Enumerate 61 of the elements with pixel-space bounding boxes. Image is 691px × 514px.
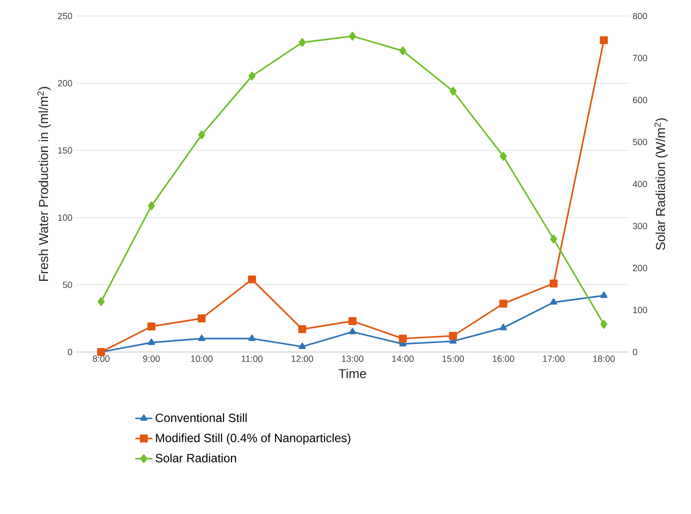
y2-tick-label: 500 <box>632 138 648 146</box>
y-tick-label: 0 <box>68 348 72 356</box>
point <box>449 332 458 340</box>
point <box>98 297 105 306</box>
point <box>500 152 507 161</box>
point <box>600 36 608 44</box>
y2-axis-title: Solar Radiation (W/m$^{2}$) <box>654 118 668 250</box>
legend-label: Conventional Still <box>156 413 247 422</box>
x-tick-label: 17:00 <box>543 356 564 362</box>
y-tick-label: 100 <box>58 214 72 221</box>
y2-tick-label: 0 <box>632 348 638 356</box>
point <box>550 234 558 244</box>
point <box>500 324 507 330</box>
point <box>148 201 155 210</box>
y-tick-label: 200 <box>58 80 72 86</box>
point <box>198 334 206 341</box>
x-tick-label: 12:00 <box>292 356 314 362</box>
x-tick-label: 10:00 <box>191 356 213 362</box>
y-tick-label: 150 <box>58 147 72 154</box>
point <box>198 314 206 322</box>
point <box>499 300 508 308</box>
y-tick-label: 250 <box>58 12 72 20</box>
x-tick-label: 9:00 <box>143 356 160 362</box>
point <box>298 325 306 334</box>
point <box>248 334 256 341</box>
point <box>398 334 407 343</box>
point <box>349 32 356 41</box>
x-tick-label: 13:00 <box>342 356 364 362</box>
y2-tick-label: 200 <box>632 264 648 272</box>
legend-label: Solar Radiation <box>156 454 236 462</box>
x-tick-label: 11:00 <box>242 356 262 362</box>
x-tick-label: 14:00 <box>392 356 414 362</box>
point <box>399 46 406 56</box>
x-tick-label: 16:00 <box>492 356 514 362</box>
y2-tick-label: 300 <box>632 222 648 230</box>
point <box>148 338 155 345</box>
point <box>348 317 356 326</box>
point <box>248 275 256 284</box>
x-tick-label: 8:00 <box>92 356 110 362</box>
point <box>450 86 457 96</box>
point <box>248 72 256 80</box>
y-tick-label: 50 <box>62 282 72 288</box>
x-tick-label: 15:00 <box>442 356 464 362</box>
point <box>198 130 206 140</box>
y2-tick-label: 400 <box>632 180 648 188</box>
point <box>348 328 356 334</box>
x-axis-title: Time <box>338 368 366 378</box>
y2-tick-label: 600 <box>632 96 648 104</box>
point <box>600 292 608 298</box>
point <box>550 298 558 305</box>
point <box>147 322 156 330</box>
point <box>550 279 558 288</box>
legend-label: Modified Still (0.4% of Nanoparticles) <box>156 433 350 445</box>
y2-tick-label: 100 <box>633 306 648 314</box>
point <box>298 38 306 47</box>
y2-tick-label: 800 <box>632 12 648 20</box>
y2-tick-label: 700 <box>632 54 648 62</box>
point <box>298 342 306 350</box>
x-tick-label: 18:00 <box>593 356 615 362</box>
point <box>600 320 608 329</box>
y-axis-title: Fresh Water Production in (ml/m$^{2}$) <box>37 86 51 281</box>
